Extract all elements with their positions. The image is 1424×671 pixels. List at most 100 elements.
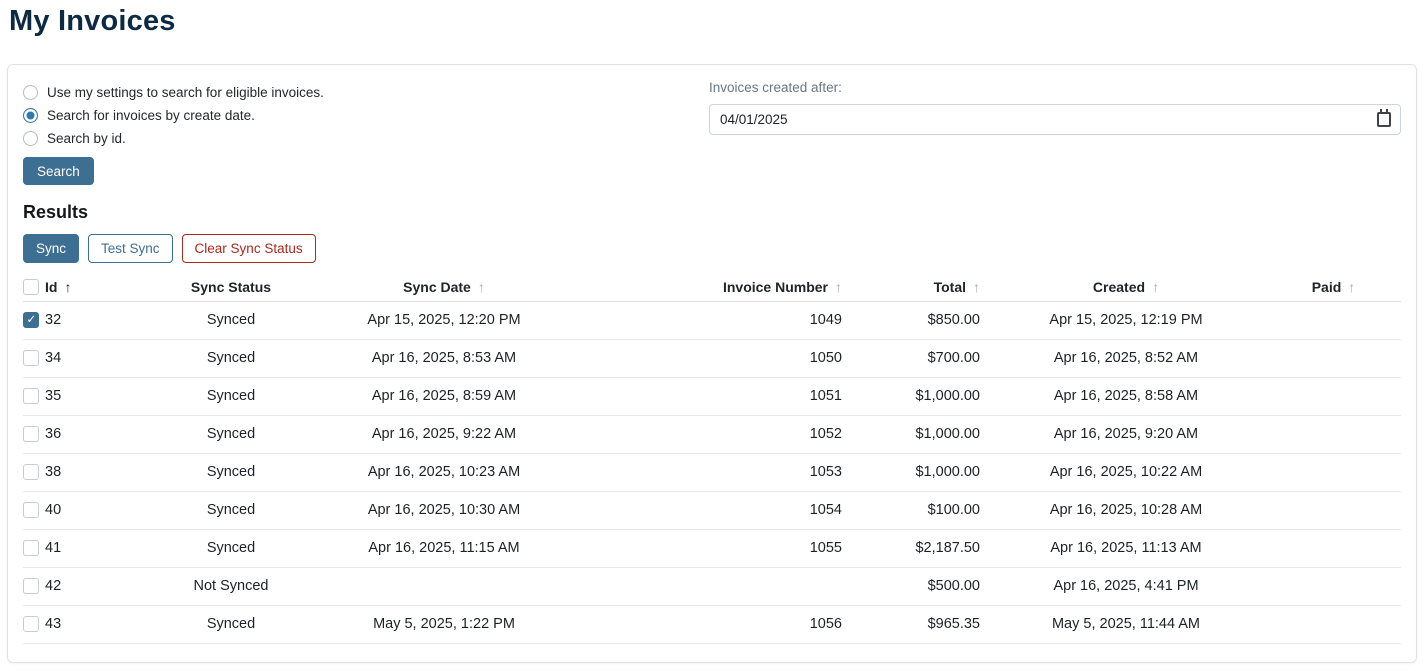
radio-option-use-settings[interactable]: Use my settings to search for eligible i… [23,81,709,104]
cell-sync-status: Synced [150,301,312,340]
cell-sync-date [312,567,576,606]
cell-id: 34 [45,339,150,378]
sort-icon: ↑ [1152,278,1160,295]
select-all-checkbox[interactable] [23,279,39,296]
cell-id: 38 [45,453,150,492]
cell-invoice-number: 1055 [576,529,848,568]
test-sync-button[interactable]: Test Sync [88,234,173,264]
row-checkbox[interactable] [23,350,39,367]
cell-id: 43 [45,605,150,644]
invoices-table: Id ↑ Sync Status Sync Date ↑ Invoice Numbe… [23,272,1401,644]
cell-total: $2,187.50 [848,529,986,568]
cell-paid [1266,301,1401,340]
cell-created: Apr 16, 2025, 9:20 AM [986,415,1266,454]
radio-label: Search for invoices by create date. [47,108,255,124]
cell-paid [1266,491,1401,530]
cell-created: May 5, 2025, 11:44 AM [986,605,1266,644]
cell-total: $500.00 [848,567,986,606]
cell-total: $850.00 [848,301,986,340]
cell-created: Apr 16, 2025, 8:52 AM [986,339,1266,378]
created-after-date-input[interactable] [709,104,1401,136]
radio-icon[interactable] [23,85,38,101]
date-filter: Invoices created after: [709,79,1401,136]
cell-invoice-number: 1052 [576,415,848,454]
cell-sync-date: Apr 15, 2025, 12:20 PM [312,301,576,340]
search-button[interactable]: Search [23,157,94,186]
cell-paid [1266,529,1401,568]
cell-total: $1,000.00 [848,415,986,454]
invoices-panel: Use my settings to search for eligible i… [7,64,1417,664]
row-checkbox[interactable] [23,540,39,557]
cell-paid [1266,377,1401,416]
sort-icon: ↑ [477,278,485,295]
cell-id: 41 [45,529,150,568]
cell-paid [1266,415,1401,454]
table-row: 40 Synced Apr 16, 2025, 10:30 AM 1054 $1… [23,491,1401,530]
cell-sync-status: Synced [150,491,312,530]
cell-sync-date: Apr 16, 2025, 8:53 AM [312,339,576,378]
table-row: 36 Synced Apr 16, 2025, 9:22 AM 1052 $1,… [23,415,1401,454]
cell-invoice-number: 1049 [576,301,848,340]
radio-icon[interactable] [23,131,38,147]
table-row: 42 Not Synced $500.00 Apr 16, 2025, 4:41… [23,567,1401,606]
cell-sync-status: Synced [150,529,312,568]
cell-sync-status: Synced [150,377,312,416]
calendar-icon[interactable] [1377,109,1391,128]
radio-label: Search by id. [47,131,126,147]
cell-id: 32 [45,301,150,340]
table-row: 35 Synced Apr 16, 2025, 8:59 AM 1051 $1,… [23,377,1401,416]
column-header-paid[interactable]: Paid ↑ [1266,272,1401,302]
column-header-sync-date[interactable]: Sync Date ↑ [312,272,576,302]
cell-sync-status: Synced [150,339,312,378]
cell-sync-date: Apr 16, 2025, 8:59 AM [312,377,576,416]
column-header-invoice-number[interactable]: Invoice Number ↑ [576,272,848,302]
row-checkbox[interactable] [23,578,39,595]
column-header-id[interactable]: Id ↑ [45,272,150,302]
sort-ascending-icon: ↑ [64,278,72,295]
date-filter-label: Invoices created after: [709,80,842,96]
cell-total: $965.35 [848,605,986,644]
cell-sync-date: Apr 16, 2025, 11:15 AM [312,529,576,568]
sync-button[interactable]: Sync [23,234,80,264]
row-checkbox[interactable] [23,502,39,519]
table-row: 43 Synced May 5, 2025, 1:22 PM 1056 $965… [23,605,1401,644]
column-header-total[interactable]: Total ↑ [848,272,986,302]
cell-id: 35 [45,377,150,416]
column-header-created[interactable]: Created ↑ [986,272,1266,302]
row-checkbox[interactable] [23,388,39,405]
row-checkbox[interactable] [23,616,39,633]
results-heading: Results [23,202,89,223]
cell-paid [1266,453,1401,492]
radio-label: Use my settings to search for eligible i… [47,85,324,101]
cell-created: Apr 16, 2025, 8:58 AM [986,377,1266,416]
radio-option-by-create-date[interactable]: Search for invoices by create date. [23,104,709,127]
sort-icon: ↑ [835,278,842,295]
cell-sync-status: Synced [150,415,312,454]
radio-icon[interactable] [23,108,38,124]
cell-created: Apr 16, 2025, 10:28 AM [986,491,1266,530]
sync-actions: Sync Test Sync Clear Sync Status [23,234,1401,264]
cell-invoice-number: 1056 [576,605,848,644]
column-header-sync-status: Sync Status [150,272,312,302]
table-row: 34 Synced Apr 16, 2025, 8:53 AM 1050 $70… [23,339,1401,378]
cell-total: $1,000.00 [848,377,986,416]
cell-sync-date: Apr 16, 2025, 10:30 AM [312,491,576,530]
row-checkbox[interactable] [23,312,39,329]
row-checkbox[interactable] [23,426,39,443]
cell-invoice-number: 1051 [576,377,848,416]
table-row: 41 Synced Apr 16, 2025, 11:15 AM 1055 $2… [23,529,1401,568]
cell-id: 36 [45,415,150,454]
radio-option-by-id[interactable]: Search by id. [23,127,709,150]
clear-sync-status-button[interactable]: Clear Sync Status [181,234,316,264]
cell-paid [1266,339,1401,378]
cell-created: Apr 16, 2025, 10:22 AM [986,453,1266,492]
cell-sync-date: Apr 16, 2025, 9:22 AM [312,415,576,454]
table-row: 38 Synced Apr 16, 2025, 10:23 AM 1053 $1… [23,453,1401,492]
cell-total: $100.00 [848,491,986,530]
sort-icon: ↑ [973,278,980,295]
cell-created: Apr 15, 2025, 12:19 PM [986,301,1266,340]
cell-total: $700.00 [848,339,986,378]
row-checkbox[interactable] [23,464,39,481]
cell-invoice-number: 1050 [576,339,848,378]
cell-invoice-number: 1053 [576,453,848,492]
